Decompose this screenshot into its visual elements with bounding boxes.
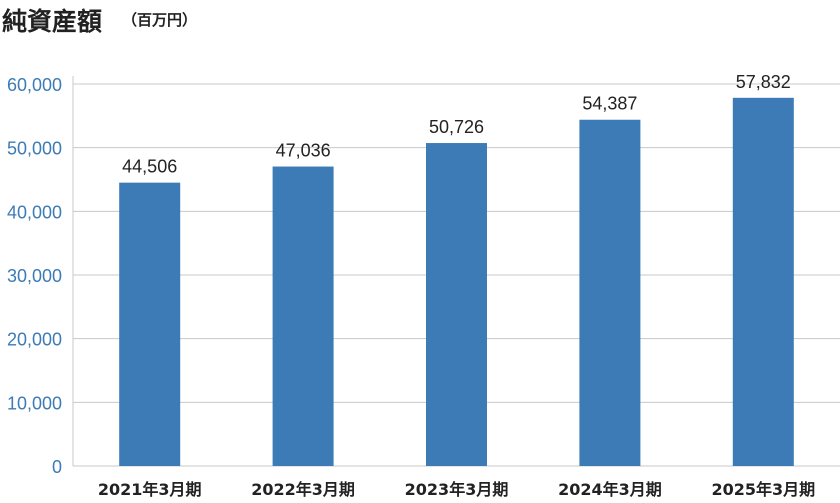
chart-unit-label: （百万円） <box>122 11 198 29</box>
data-label: 57,832 <box>736 72 791 92</box>
data-label: 44,506 <box>122 157 177 177</box>
bar <box>732 97 794 467</box>
x-tick-label: 2022年3月期 <box>251 480 355 499</box>
data-label: 47,036 <box>276 141 331 161</box>
y-tick-label: 50,000 <box>7 139 62 159</box>
x-tick-label: 2021年3月期 <box>98 480 202 499</box>
y-tick-label: 20,000 <box>7 330 62 350</box>
x-tick-label: 2025年3月期 <box>711 480 815 499</box>
bar <box>426 143 487 466</box>
bar <box>272 166 334 466</box>
y-tick-label: 10,000 <box>7 393 62 413</box>
y-tick-label: 40,000 <box>7 202 62 222</box>
bars <box>119 97 794 467</box>
bar <box>119 182 181 466</box>
chart-title: 純資産額 <box>2 7 103 36</box>
labels: 0 10,000 20,000 30,000 40,000 50,000 60,000 44,… <box>7 72 815 499</box>
data-label: 50,726 <box>429 117 484 137</box>
y-tick-label: 0 <box>52 457 62 477</box>
x-tick-label: 2023年3月期 <box>405 480 509 499</box>
x-tick-label: 2024年3月期 <box>558 480 662 499</box>
y-tick-label: 30,000 <box>7 266 62 286</box>
bar <box>579 119 641 467</box>
data-label: 54,387 <box>582 94 637 114</box>
y-tick-label: 60,000 <box>7 75 62 95</box>
